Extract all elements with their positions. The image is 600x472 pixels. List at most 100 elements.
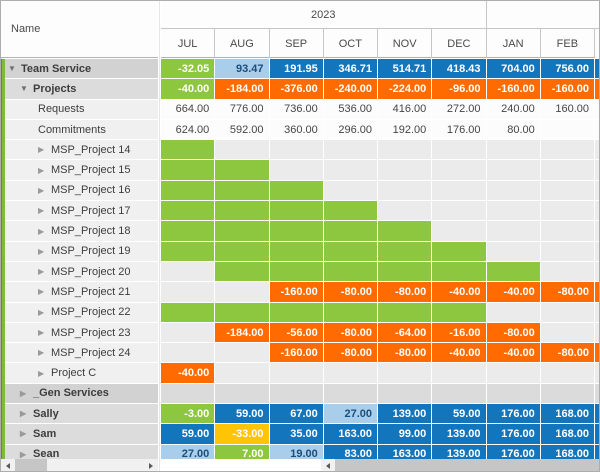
collapse-arrow-icon[interactable]: ▼ [20,84,28,94]
grid-cell[interactable]: -16.00 [432,322,487,344]
grid-cell[interactable] [323,241,378,262]
left-pane-horizontal-scrollbar[interactable] [1,459,158,471]
expand-arrow-icon[interactable]: ▶ [38,206,45,216]
grid-cell[interactable]: -40.00 [432,343,487,364]
grid-cell[interactable] [486,302,541,323]
grid-cell[interactable] [323,180,378,202]
grid-cell[interactable]: 168.00 [540,444,595,459]
grid-cell[interactable]: 99.00 [378,424,433,445]
grid-cell[interactable] [486,221,541,242]
grid-cell[interactable]: 240.00 [486,99,541,120]
grid-cell[interactable]: -240.00 [323,79,378,100]
grid-cell[interactable]: 176.00 [486,424,541,445]
pane-splitter[interactable] [158,1,161,471]
grid-cell[interactable] [378,140,433,161]
grid-cell[interactable]: -160.00 [269,343,324,364]
grid-cell[interactable] [161,201,216,222]
grid-cell[interactable] [540,180,595,202]
grid-cell[interactable] [378,302,433,323]
grid-cell[interactable] [269,140,324,161]
grid-cell[interactable]: 756.00 [540,59,595,80]
grid-cell[interactable]: 514.71 [378,59,433,80]
scrollbar-thumb[interactable] [15,459,47,471]
tree-row-requests[interactable]: Requests [1,99,158,120]
grid-cell[interactable] [486,383,541,405]
expand-arrow-icon[interactable]: ▶ [38,165,45,175]
expand-arrow-icon[interactable]: ▶ [20,409,27,419]
expand-arrow-icon[interactable]: ▶ [38,307,45,317]
grid-cell[interactable]: 139.00 [378,404,433,425]
grid-cell[interactable]: 536.00 [323,99,378,120]
grid-cell[interactable]: 7.00 [215,444,270,459]
grid-cell[interactable]: 139.00 [432,444,487,459]
grid-cell[interactable]: -40.00 [432,282,487,303]
grid-cell[interactable]: -3.00 [161,404,216,425]
grid-cell[interactable]: 664.00 [161,99,216,120]
grid-cell[interactable] [486,363,541,384]
tree-row-sally[interactable]: ▶ Sally [1,404,158,425]
grid-cell[interactable] [215,241,270,262]
grid-cell[interactable]: -40.00 [486,282,541,303]
tree-row-commitments[interactable]: Commitments [1,119,158,141]
grid-cell[interactable] [432,241,487,262]
grid-cell[interactable] [215,160,270,181]
grid-cell[interactable]: 59.00 [432,404,487,425]
grid-cell[interactable]: 592.00 [215,119,270,141]
grid-cell[interactable]: 416.00 [378,99,433,120]
grid-cell[interactable] [323,261,378,283]
scrollbar-thumb[interactable] [335,459,599,471]
expand-arrow-icon[interactable]: ▶ [38,185,45,195]
grid-cell[interactable] [269,201,324,222]
grid-cell[interactable]: 163.00 [323,424,378,445]
grid-cell[interactable]: 704.00 [486,59,541,80]
grid-cell[interactable]: 83.00 [323,444,378,459]
grid-cell[interactable]: 59.00 [161,424,216,445]
tree-row-sean[interactable]: ▶ Sean [1,444,158,459]
grid-cell[interactable] [486,160,541,181]
tree-row-msp-project-19[interactable]: ▶ MSP_Project 19 [1,241,158,262]
grid-cell[interactable] [269,383,324,405]
grid-cell[interactable]: -96.00 [432,79,487,100]
grid-cell[interactable] [378,261,433,283]
grid-cell[interactable] [215,363,270,384]
grid-cell[interactable] [432,383,487,405]
grid-cell[interactable] [215,302,270,323]
grid-cell[interactable]: 272.00 [432,99,487,120]
grid-cell[interactable] [215,201,270,222]
grid-cell[interactable]: -80.00 [378,282,433,303]
grid-cell[interactable] [540,383,595,405]
grid-cell[interactable] [269,180,324,202]
grid-cell[interactable]: 27.00 [161,444,216,459]
grid-cell[interactable] [269,261,324,283]
grid-cell[interactable]: 624.00 [161,119,216,141]
grid-cell[interactable] [540,160,595,181]
grid-cell[interactable] [540,322,595,344]
grid-cell[interactable] [378,241,433,262]
grid-cell[interactable] [432,302,487,323]
grid-cell[interactable] [378,201,433,222]
grid-cell[interactable] [161,322,216,344]
grid-cell[interactable]: 176.00 [486,444,541,459]
grid-cell[interactable]: 346.71 [323,59,378,80]
grid-cell[interactable] [215,140,270,161]
expand-arrow-icon[interactable]: ▶ [38,328,45,337]
tree-row-msp-project-21[interactable]: ▶ MSP_Project 21 [1,282,158,303]
collapse-arrow-icon[interactable]: ▼ [8,64,16,74]
grid-cell[interactable]: -56.00 [269,322,324,344]
grid-cell[interactable]: -40.00 [161,79,216,100]
grid-cell[interactable] [432,160,487,181]
grid-cell[interactable]: 168.00 [540,424,595,445]
grid-cell[interactable] [378,160,433,181]
expand-arrow-icon[interactable]: ▶ [38,145,45,155]
grid-cell[interactable] [486,261,541,283]
scroll-left-arrow-icon[interactable] [1,459,15,471]
grid-cell[interactable] [378,180,433,202]
grid-cell[interactable] [378,363,433,384]
grid-cell[interactable]: 139.00 [432,424,487,445]
grid-cell[interactable]: 418.43 [432,59,487,80]
grid-cell[interactable] [269,221,324,242]
grid-cell[interactable] [215,261,270,283]
grid-cell[interactable]: 736.00 [269,99,324,120]
tree-row-msp-project-15[interactable]: ▶ MSP_Project 15 [1,160,158,181]
grid-cell[interactable]: 160.00 [540,99,595,120]
